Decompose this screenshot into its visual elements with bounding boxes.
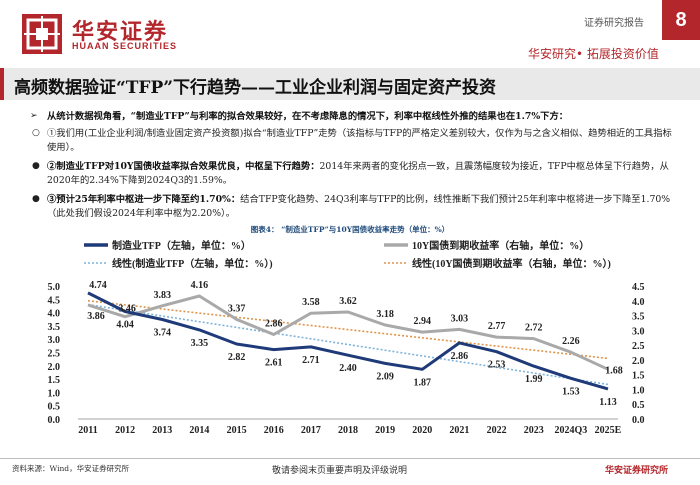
company-logo-icon — [22, 14, 62, 54]
right-tick-label: 2.0 — [632, 356, 645, 367]
x-tick-label: 2025E — [595, 425, 622, 436]
company-name-en: HUAAN SECURITIES — [72, 41, 178, 51]
right-tick-label: 3.0 — [632, 326, 645, 337]
tfp-data-label: 2.53 — [488, 360, 506, 371]
tfp-data-label: 4.04 — [116, 320, 134, 331]
left-tick-label: 4.5 — [48, 295, 61, 306]
bullet-summary: 从统计数据视角看，“制造业TFP”与利率的拟合效果较好，在不考虑降息的情况下，利… — [47, 111, 569, 122]
tfp-data-label: 1.13 — [599, 397, 617, 408]
yield-data-label: 4.16 — [191, 280, 209, 291]
x-tick-label: 2011 — [78, 425, 97, 436]
left-tick-label: 2.5 — [48, 349, 61, 360]
x-tick-label: 2013 — [152, 425, 172, 436]
right-tick-label: 0.5 — [632, 400, 645, 411]
right-tick-label: 4.0 — [632, 297, 645, 308]
yield-data-label: 2.86 — [265, 318, 283, 329]
tfp-data-label: 1.87 — [414, 377, 432, 388]
legend-label: 线性(制造业TFP（左轴，单位：%）) — [112, 257, 273, 270]
left-tick-label: 4.0 — [48, 309, 61, 320]
circle-bullet-icon: ○ — [32, 128, 40, 138]
yield-trend-line — [87, 299, 609, 360]
left-tick-label: 2.0 — [48, 362, 61, 373]
right-tick-label: 1.5 — [632, 371, 645, 382]
yield-series-line — [87, 294, 609, 371]
x-tick-label: 2022 — [487, 425, 507, 436]
x-tick-label: 2017 — [301, 425, 321, 436]
page-title: 高频数据验证“TFP”下行趋势——工业企业利润与固定资产投资 — [14, 78, 497, 98]
yield-data-label: 3.86 — [87, 311, 105, 322]
x-tick-label: 2012 — [115, 425, 135, 436]
yield-data-label: 3.62 — [339, 296, 357, 307]
tfp-data-label: 2.09 — [376, 371, 394, 382]
legend-label: 10Y国债到期收益率（右轴，单位：%） — [412, 239, 589, 252]
x-tick-label: 2019 — [375, 425, 395, 436]
right-tick-label: 1.0 — [632, 385, 645, 396]
company-name: 华安证券 — [72, 19, 169, 45]
yield-data-label: 3.03 — [451, 313, 469, 324]
yield-data-label: 2.94 — [414, 316, 432, 327]
disclaimer-link[interactable]: 敬请参阅末页重要声明及评级说明 — [272, 466, 408, 476]
tfp-data-label: 3.35 — [191, 338, 209, 349]
slogan: 华安研究• 拓展投资价值 — [528, 47, 659, 61]
left-tick-label: 0.5 — [48, 402, 61, 413]
yield-data-label: 2.72 — [525, 323, 543, 334]
x-tick-label: 2015 — [227, 425, 247, 436]
left-tick-label: 1.0 — [48, 388, 61, 399]
tfp-data-label: 1.99 — [525, 374, 543, 385]
legend-label: 线性(10Y国债到期收益率（右轴，单位：%）) — [412, 257, 611, 270]
x-tick-label: 2020 — [412, 425, 432, 436]
dot-bullet-icon: ● — [32, 161, 40, 171]
tfp-data-label: 2.61 — [265, 358, 283, 369]
yield-data-label: 1.68 — [605, 365, 623, 376]
title-bar — [0, 68, 700, 100]
left-tick-label: 3.0 — [48, 335, 61, 346]
x-tick-label: 2024Q3 — [554, 425, 587, 436]
x-tick-label: 2016 — [264, 425, 284, 436]
data-source: 资料来源：Wind，华安证券研究所 — [12, 464, 130, 473]
yield-data-label: 3.83 — [154, 290, 172, 301]
bullet-point-3: ③预计25年利率中枢进一步下降至约1.70%：结合TFP变化趋势、24Q3利率与… — [47, 194, 671, 219]
right-tick-label: 0.0 — [632, 415, 645, 426]
tfp-data-label: 2.86 — [451, 351, 469, 362]
tfp-data-label: 4.74 — [89, 280, 107, 291]
right-tick-label: 3.5 — [632, 312, 645, 323]
footer-divider — [0, 458, 700, 459]
x-tick-label: 2018 — [338, 425, 358, 436]
yield-data-label: 2.77 — [488, 321, 506, 332]
right-tick-label: 2.5 — [632, 341, 645, 352]
yield-data-label: 3.58 — [302, 297, 320, 308]
tfp-data-label: 2.71 — [302, 355, 320, 366]
legend-label: 制造业TFP（左轴，单位：%） — [112, 239, 251, 252]
x-tick-label: 2014 — [189, 425, 209, 436]
x-tick-label: 2021 — [449, 425, 469, 436]
left-tick-label: 0.0 — [48, 415, 61, 426]
yield-data-label: 3.46 — [118, 304, 136, 315]
chart-legend: 制造业TFP（左轴，单位：%） 10Y国债到期收益率（右轴，单位：%） 线性(制造业… — [84, 239, 611, 270]
chart-series: 4.74 4.04 3.74 3.35 2.82 2.61 2.71 2.40 2.09 1.87… — [87, 280, 623, 408]
yield-data-label: 3.37 — [228, 303, 246, 314]
line-chart: 制造业TFP（左轴，单位：%） 10Y国债到期收益率（右轴，单位：%） 线性(制造业… — [48, 239, 645, 436]
right-tick-label: 4.5 — [632, 282, 645, 293]
left-tick-label: 5.0 — [48, 282, 61, 293]
arrow-bullet-icon: ➢ — [30, 111, 38, 121]
yield-data-label: 3.18 — [376, 309, 394, 320]
x-tick-label: 2023 — [524, 425, 544, 436]
dot-bullet-icon: ● — [32, 194, 40, 204]
tfp-data-label: 2.40 — [339, 363, 357, 374]
left-tick-label: 3.5 — [48, 322, 61, 333]
page-number: 8 — [662, 0, 700, 40]
tfp-data-label: 1.53 — [562, 386, 580, 397]
figure-title: 图表4： “制造业TFP”与10Y国债收益率走势（单位：%） — [250, 225, 450, 234]
tfp-data-label: 2.82 — [228, 352, 246, 363]
tfp-data-label: 3.74 — [154, 328, 172, 339]
title-accent — [0, 68, 4, 100]
bullet-point-2: ②制造业TFP对10Y国债收益率拟合效果优良，中枢呈下行趋势：2014年来两者的… — [47, 161, 669, 186]
bullet-point-1: ①我们用(工业企业利润/制造业固定资产投资额)拟合“制造业TFP”走势（该指标与… — [47, 128, 672, 153]
footer-brand: 华安证券研究所 — [605, 466, 669, 476]
report-type: 证券研究报告 — [584, 18, 644, 29]
yield-data-label: 2.26 — [562, 336, 580, 347]
chart-axes: 0.0 0.5 1.0 1.5 2.0 2.5 3.0 3.5 4.0 4.5 5.0 0.0 0.5 1… — [48, 282, 645, 436]
tfp-series-line — [87, 291, 609, 391]
left-tick-label: 1.5 — [48, 375, 61, 386]
